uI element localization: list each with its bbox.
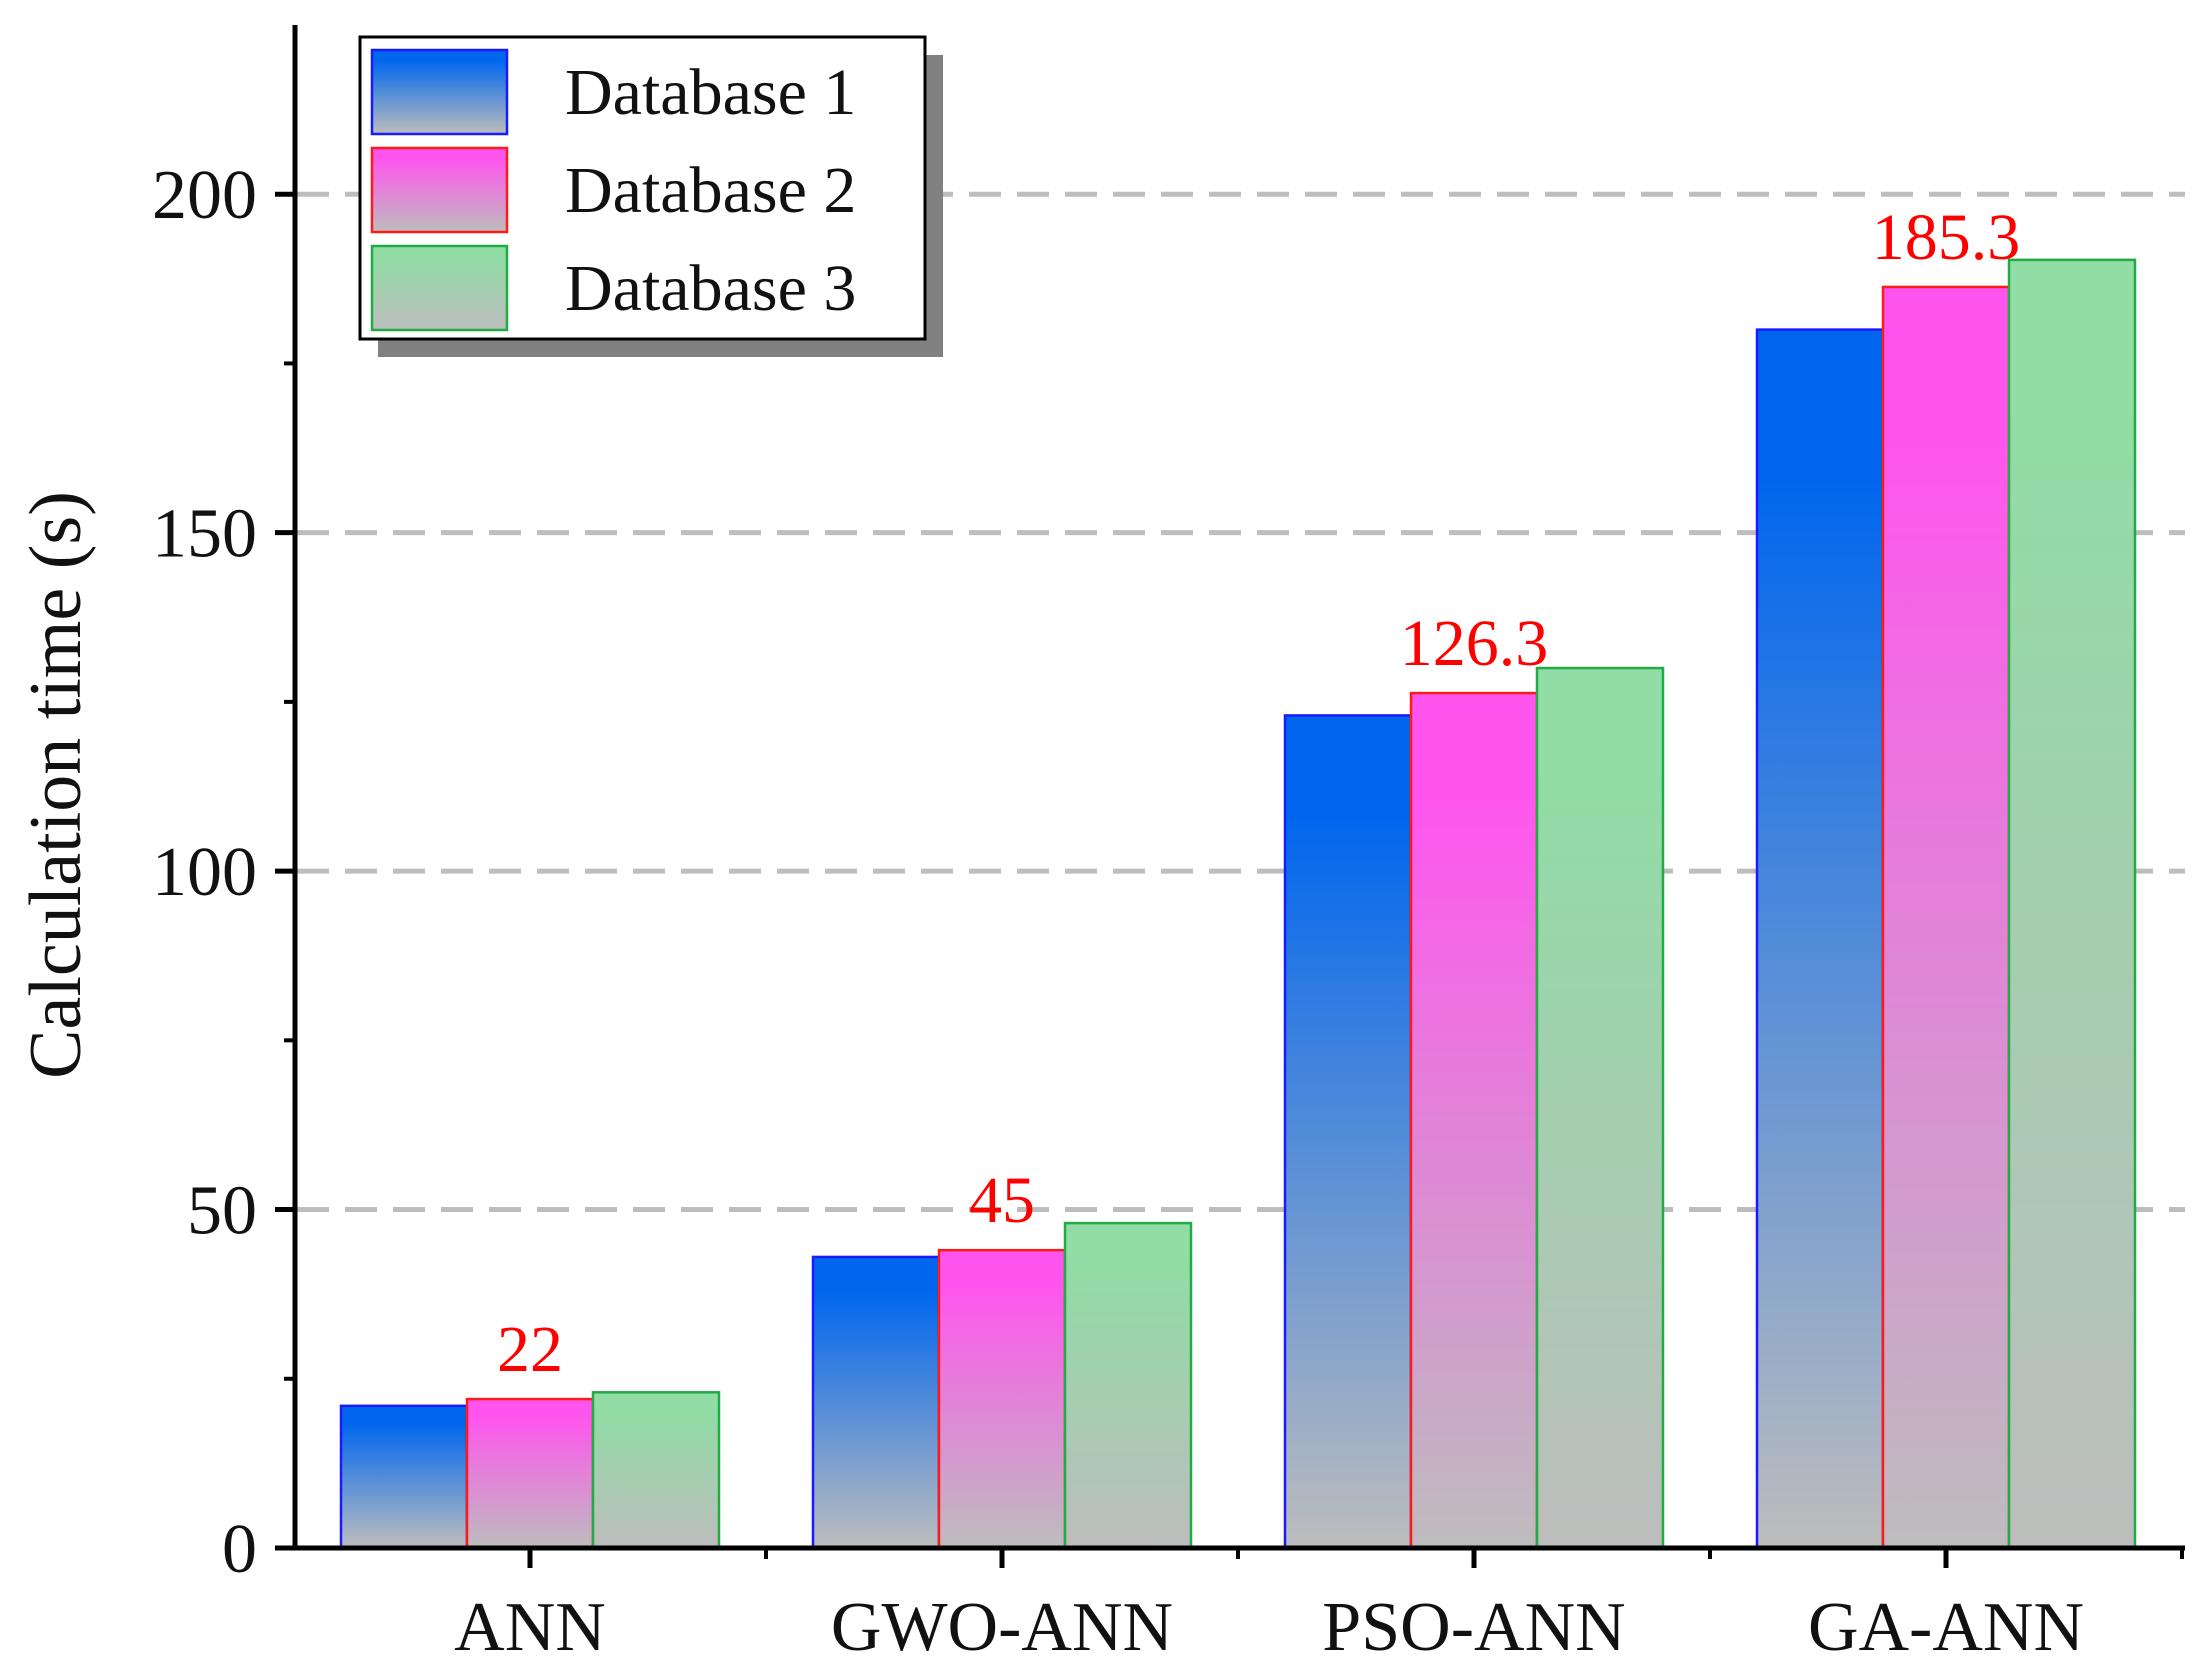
legend-label-3: Database 3 xyxy=(565,252,856,325)
bar-ann-database-2 xyxy=(465,1397,595,1550)
bar-ann-database-1 xyxy=(339,1404,469,1550)
legend-swatch-3 xyxy=(370,244,509,332)
bar-pso-ann-database-2 xyxy=(1409,691,1539,1550)
bar-ga-ann-database-1 xyxy=(1755,328,1885,1550)
y-tick-label-150: 150 xyxy=(152,496,257,573)
x-tick-label-pso-ann: PSO-ANN xyxy=(1322,1589,1625,1666)
x-tick-label-ann: ANN xyxy=(454,1589,606,1666)
data-label-gwo-ann: 45 xyxy=(969,1164,1035,1237)
y-tick-label-50: 50 xyxy=(187,1173,257,1250)
legend-label-1: Database 1 xyxy=(565,56,856,129)
legend-swatch-2 xyxy=(370,146,509,234)
bar-ann-database-3 xyxy=(591,1391,721,1550)
data-labels: 22 45 126.3 185.3 xyxy=(497,201,2020,1386)
bar-gwo-ann-database-2 xyxy=(937,1248,1067,1550)
bar-pso-ann-database-1 xyxy=(1283,714,1413,1550)
bar-ga-ann-database-3 xyxy=(2007,258,2137,1550)
bar-pso-ann-database-3 xyxy=(1535,666,1665,1550)
bars xyxy=(339,258,2137,1550)
y-tick-label-200: 200 xyxy=(152,157,257,234)
y-tick-label-100: 100 xyxy=(152,834,257,911)
data-label-ga-ann: 185.3 xyxy=(1872,201,2021,274)
bar-gwo-ann-database-1 xyxy=(811,1255,941,1550)
legend: Database 1 Database 2 Database 3 xyxy=(358,35,943,357)
legend-swatch-1 xyxy=(370,48,509,136)
legend-label-2: Database 2 xyxy=(565,154,856,227)
y-tick-label-0: 0 xyxy=(222,1511,257,1588)
data-label-ann: 22 xyxy=(497,1313,563,1386)
x-tick-label-gwo-ann: GWO-ANN xyxy=(831,1589,1173,1666)
bar-gwo-ann-database-3 xyxy=(1063,1221,1193,1550)
y-axis-title: Calculation time (s) xyxy=(15,491,97,1079)
bar-ga-ann-database-2 xyxy=(1881,285,2011,1550)
data-label-pso-ann: 126.3 xyxy=(1400,607,1549,680)
axes: 0 50 100 150 200 ANN GWO-ANN PSO-ANN GA-ANN xyxy=(152,25,2185,1666)
x-tick-label-ga-ann: GA-ANN xyxy=(1808,1589,2084,1666)
